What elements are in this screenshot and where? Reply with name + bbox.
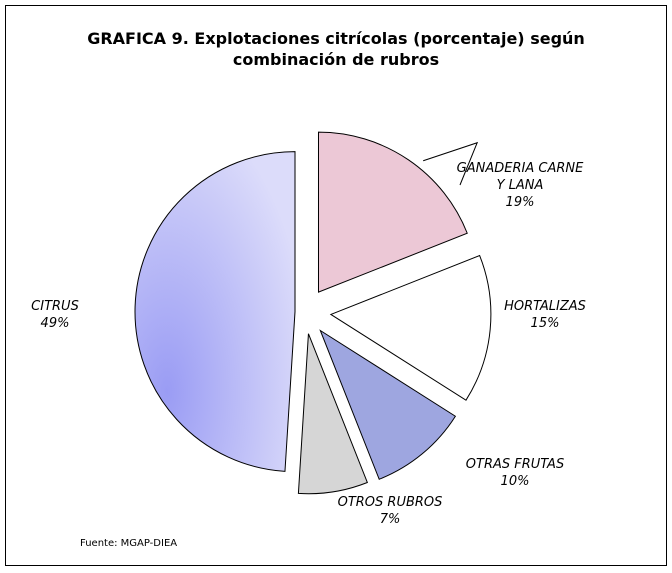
slice-label: GANADERIA CARNE Y LANA: [456, 161, 584, 193]
pie-slice: [319, 329, 457, 480]
chart-title: GRAFICA 9. Explotaciones citrícolas (por…: [87, 29, 585, 69]
slice-label: OTRAS FRUTAS: [465, 457, 565, 472]
slice-label: HORTALIZAS: [504, 299, 586, 314]
slice-value-label: 49%: [40, 316, 70, 331]
pie-slice: [297, 333, 368, 495]
leader-line: [423, 141, 479, 186]
slice-value-label: 10%: [500, 474, 530, 489]
slice-value-label: 15%: [530, 316, 560, 331]
pie-slice: [329, 254, 492, 401]
slice-value-label: 19%: [505, 195, 535, 210]
frame: [5, 5, 667, 566]
pie-slice: [134, 151, 296, 472]
slice-label: OTROS RUBROS: [337, 495, 443, 510]
slice-value-label: 7%: [379, 512, 401, 527]
slice-label: CITRUS: [31, 299, 79, 314]
pie-slice: [317, 131, 468, 293]
source: Fuente: MGAP-DIEA: [80, 538, 178, 549]
